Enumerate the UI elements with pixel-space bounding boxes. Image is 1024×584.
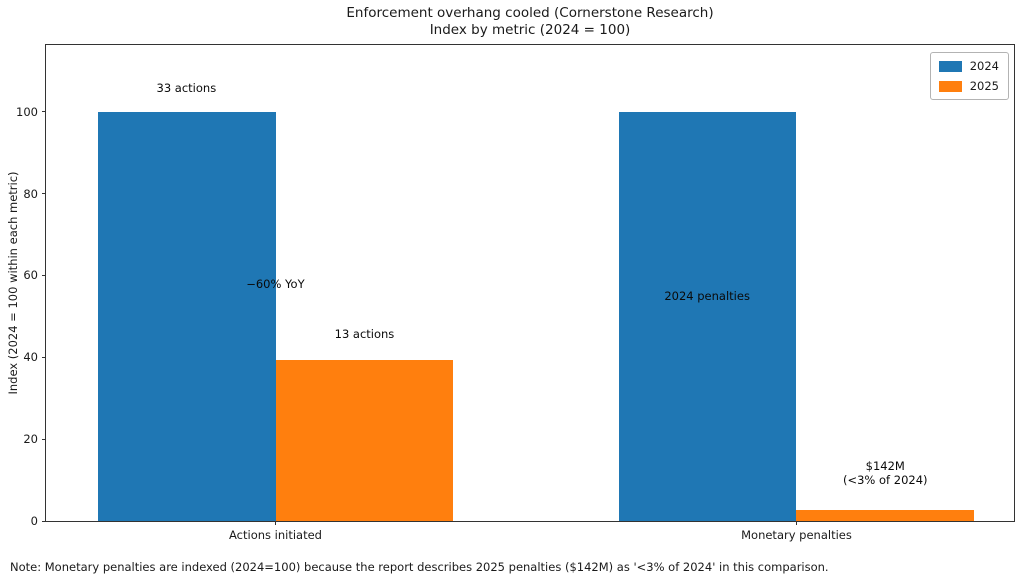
plot-area: 2024 2025 0 20 40 60 80 100 Actions initiated M…	[16, 44, 1015, 542]
bar-monetary-penalties-2024	[618, 111, 797, 521]
y-tick-mark	[42, 193, 46, 195]
chart-title: Enforcement overhang cooled (Cornerstone…	[346, 5, 714, 21]
x-tick-label-1: Monetary penalties	[741, 528, 852, 542]
annotation-2: 13 actions	[334, 327, 395, 342]
bar-monetary-penalties-2025	[796, 509, 975, 521]
y-tick-label: 40	[23, 350, 38, 365]
annotation-1: −60% YoY	[246, 276, 305, 291]
y-tick-label: 100	[16, 104, 38, 119]
chart-subtitle: Index by metric (2024 = 100)	[429, 22, 631, 38]
annotation-0: 33 actions	[156, 80, 217, 95]
y-tick-label: 60	[23, 268, 38, 283]
y-tick-label: 20	[23, 432, 38, 447]
annotation-3: 2024 penalties	[664, 288, 750, 303]
y-tick-label: 80	[23, 186, 38, 201]
x-tick-mark	[795, 521, 797, 525]
y-tick-label: 0	[30, 514, 38, 528]
bar-actions-initiated-2024	[97, 111, 276, 521]
x-tick-label-0: Actions initiated	[229, 528, 322, 542]
legend-swatch-2025-icon	[938, 80, 962, 92]
y-tick-mark	[42, 356, 46, 358]
legend-item-2024: 2024	[938, 59, 999, 73]
y-tick-mark	[42, 520, 46, 522]
y-tick-mark	[42, 111, 46, 113]
legend: 2024 2025	[929, 52, 1009, 100]
y-tick-mark	[42, 438, 46, 440]
legend-label-2025: 2025	[969, 79, 999, 93]
footnote: Note: Monetary penalties are indexed (20…	[10, 560, 829, 574]
legend-label-2024: 2024	[969, 59, 999, 73]
x-tick-mark	[275, 521, 276, 525]
bar-actions-initiated-2025	[275, 359, 454, 521]
y-tick-mark	[42, 274, 46, 276]
legend-swatch-2024-icon	[938, 60, 962, 72]
legend-item-2025: 2025	[938, 79, 999, 93]
y-axis-label: Index (2024 = 100 within each metric)	[6, 171, 20, 395]
annotation-4: $142M (<3% of 2024)	[842, 459, 928, 488]
